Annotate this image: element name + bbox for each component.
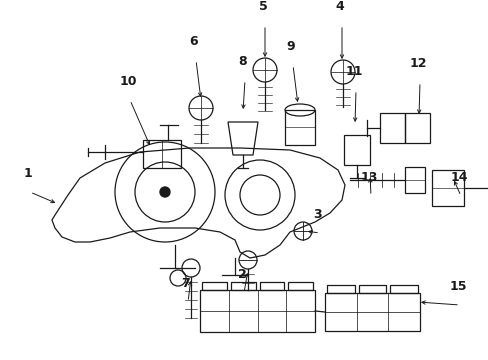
Bar <box>343 135 369 165</box>
Bar <box>389 285 417 293</box>
Bar <box>202 282 226 290</box>
Text: 13: 13 <box>360 171 377 184</box>
Bar <box>142 140 181 168</box>
Text: 7: 7 <box>181 277 190 290</box>
Bar <box>379 113 404 143</box>
Circle shape <box>160 187 170 197</box>
Bar <box>200 290 314 332</box>
Bar <box>230 282 255 290</box>
Text: 10: 10 <box>119 75 137 88</box>
Bar <box>287 282 312 290</box>
Text: 2: 2 <box>237 268 246 281</box>
Text: 9: 9 <box>286 40 295 53</box>
Text: 4: 4 <box>335 0 344 13</box>
Text: 5: 5 <box>258 0 267 13</box>
Bar <box>325 293 419 331</box>
Text: 3: 3 <box>313 208 322 221</box>
Bar <box>285 110 314 145</box>
Text: 12: 12 <box>408 57 426 70</box>
Text: 15: 15 <box>448 280 466 293</box>
Bar <box>404 167 424 193</box>
Text: 8: 8 <box>238 55 247 68</box>
Text: 6: 6 <box>189 35 198 48</box>
Bar <box>358 285 386 293</box>
Bar <box>404 113 429 143</box>
Bar <box>326 285 354 293</box>
Text: 1: 1 <box>23 167 32 180</box>
Bar <box>259 282 284 290</box>
Text: 11: 11 <box>345 65 362 78</box>
Text: 14: 14 <box>449 171 467 184</box>
Bar <box>431 170 463 206</box>
